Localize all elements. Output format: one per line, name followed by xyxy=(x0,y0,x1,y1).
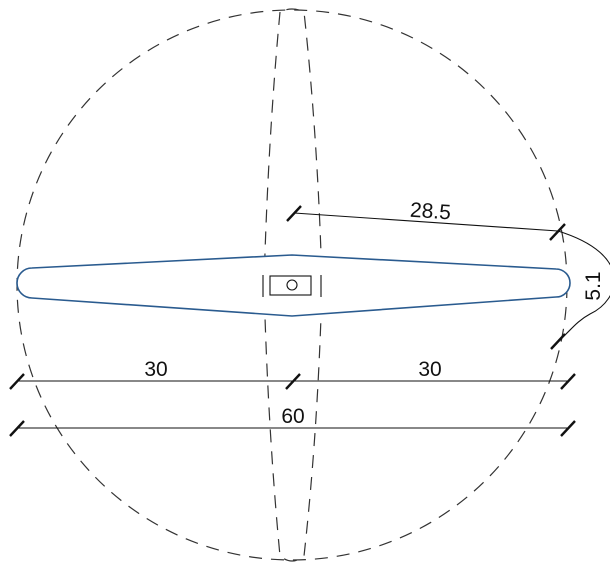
total-span-tick-left xyxy=(9,420,25,437)
total-span-dimension: 60 xyxy=(9,405,576,437)
radius-tick-end xyxy=(549,223,566,241)
tip-arc-label: 5.1 xyxy=(582,271,605,300)
radius-tick-start xyxy=(286,205,302,222)
total-span-tick-right xyxy=(560,420,576,437)
hub-bore xyxy=(286,279,298,291)
radius-dimension-line xyxy=(293,212,559,232)
blade-edge-view-outline xyxy=(263,8,323,562)
radius-dimension: 28.5 xyxy=(286,199,566,241)
right-half-label: 30 xyxy=(418,358,441,381)
half-span-tick-right xyxy=(560,373,576,390)
tip-arc-tick xyxy=(550,333,566,350)
hub xyxy=(262,275,322,297)
half-span-dimension: 30 30 xyxy=(9,358,576,390)
half-span-tick-left xyxy=(9,373,25,390)
total-span-label: 60 xyxy=(281,405,304,428)
tip-arc-line xyxy=(557,230,610,342)
half-span-tick-center xyxy=(285,373,301,390)
radius-label: 28.5 xyxy=(409,199,451,225)
tip-arc-dimension: 5.1 xyxy=(550,230,610,350)
left-half-label: 30 xyxy=(144,358,167,381)
